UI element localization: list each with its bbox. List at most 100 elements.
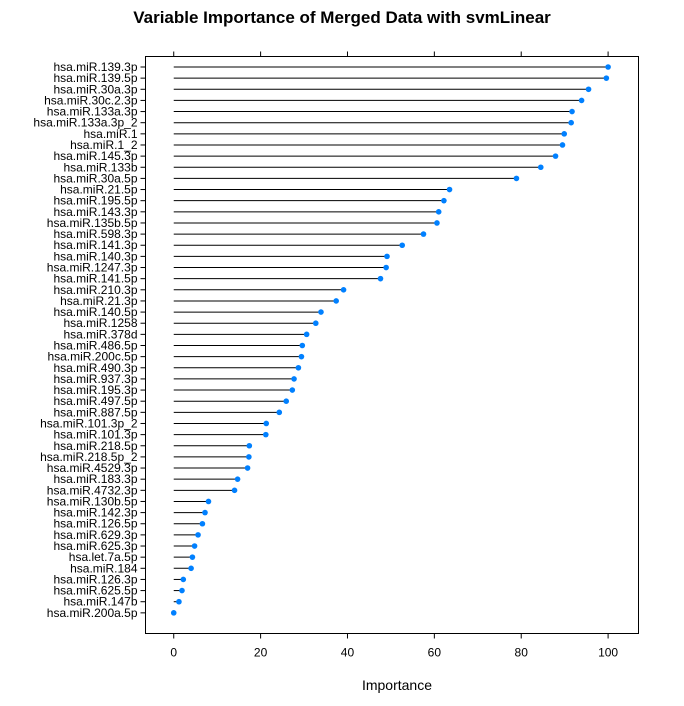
lollipop-point [384,253,390,260]
lollipop-point [340,287,347,293]
y-tick-label: hsa.miR.937.3p [53,372,137,386]
y-tick-labels: hsa.miR.139.3phsa.miR.139.5phsa.miR.30a.… [33,60,146,620]
y-tick-label: hsa.miR.629.3p [53,528,137,542]
y-tick-label: hsa.miR.4529.3p [47,461,138,475]
lollipop-point [231,487,238,494]
y-tick-label: hsa.miR.486.5p [53,339,137,353]
lollipop-point [263,420,270,427]
lollipop-point [568,119,574,126]
y-tick-label: hsa.miR.30a.5p [53,171,137,185]
y-tick-label: hsa.miR.21.5p [60,183,138,197]
y-tick-label: hsa.miR.184 [70,561,138,575]
y-tick-label: hsa.miR.1 [83,127,137,141]
lollipop-point [383,264,389,271]
y-tick-label: hsa.miR.378d [63,327,137,341]
y-tick-label: hsa.miR.625.3p [53,539,137,553]
y-tick-label: hsa.miR.130b.5p [47,494,138,508]
lollipop-point [333,298,339,304]
lollipop-point [312,320,319,327]
y-tick-label: hsa.miR.30a.3p [53,82,137,96]
chart-title: Variable Importance of Merged Data with … [133,8,551,27]
x-axis-title: Importance [362,677,432,693]
y-tick-label: hsa.miR.887.5p [53,405,137,419]
lollipop-point [246,442,253,449]
lollipop-point [561,131,568,137]
lollipop-point [276,409,283,416]
y-tick-label: hsa.miR.139.5p [53,71,137,85]
lollipop-point [298,353,305,360]
lollipop-point [176,598,182,605]
y-tick-label: hsa.miR.133b [63,160,137,174]
x-tick-label: 80 [515,646,529,660]
y-tick-label: hsa.miR.145.3p [53,149,137,163]
y-tick-label: hsa.miR.497.5p [53,394,137,408]
y-tick-label: hsa.miR.218.5p [53,439,137,453]
lollipop-point [377,275,384,282]
lollipop-point [180,576,187,583]
y-tick-label: hsa.miR.183.3p [53,472,137,486]
y-tick-label: hsa.miR.1258 [63,316,137,330]
y-tick-label: hsa.miR.21.3p [60,294,138,308]
lollipop-point [513,175,520,182]
y-tick-label: hsa.let.7a.5p [69,550,138,564]
x-tick-label: 60 [428,646,442,660]
y-tick-label: hsa.miR.143.3p [53,205,137,219]
x-tick-label: 0 [170,646,177,660]
y-tick-label: hsa.miR.135b.5p [47,216,138,230]
lollipop-point [191,543,198,549]
lollipop-point [205,498,212,505]
y-tick-label: hsa.miR.1247.3p [47,261,138,275]
lollipop-point [179,587,185,594]
y-tick-label: hsa.miR.101.3p [53,428,137,442]
lollipop-point [552,153,559,159]
lollipop-point [202,509,208,516]
y-tick-label: hsa.miR.195.3p [53,383,137,397]
lollipop-point [585,86,592,93]
y-tick-label: hsa.miR.195.5p [53,194,137,208]
lollipop-point [188,565,194,572]
x-axis: 0 20 40 60 80 100 [170,51,618,660]
x-tick-label: 100 [598,646,618,660]
lollipop-point [318,309,324,315]
y-tick-label: hsa.miR.140.5p [53,305,137,319]
y-tick-label: hsa.miR.126.3p [53,572,137,586]
lollipop-point [420,231,427,237]
y-tick-label: hsa.miR.139.3p [53,60,137,74]
y-tick-label: hsa.miR.30c.2.3p [44,93,138,107]
lollipop-point [603,75,610,81]
lollipop-point [263,431,269,438]
y-tick-label: hsa.miR.218.5p_2 [40,450,138,464]
lollipop-point [303,331,310,338]
lollipop-point [441,197,447,204]
lollipop-point [244,465,251,471]
y-tick-label: hsa.miR.141.3p [53,238,137,252]
lollipop-point [559,142,566,148]
lollipop-point [435,209,442,215]
lollipop-point [569,108,575,115]
y-tick-label: hsa.miR.140.3p [53,249,137,263]
y-tick-label: hsa.miR.126.5p [53,517,137,531]
lollipop-point [446,186,453,193]
y-tick-label: hsa.miR.1_2 [70,138,138,152]
lollipop-point [234,476,241,482]
y-tick-label: hsa.miR.133a.3p_2 [33,116,137,130]
lollipop-point [295,364,302,371]
lollipop-point [434,220,440,226]
lollipop-point [299,342,306,349]
y-tick-label: hsa.miR.133a.3p [47,105,138,119]
y-tick-label: hsa.miR.142.3p [53,506,137,520]
lollipop-point [195,532,201,538]
lollipop-point [537,164,544,171]
y-tick-label: hsa.miR.141.5p [53,272,137,286]
lollipop-point [189,554,196,560]
lollipop-point [170,610,177,616]
points-group [170,64,611,616]
y-tick-label: hsa.miR.625.5p [53,584,137,598]
x-tick-label: 20 [254,646,268,660]
lollipop-point [399,242,406,249]
y-tick-label: hsa.miR.490.3p [53,361,137,375]
lollipop-point [578,97,585,104]
y-tick-label: hsa.miR.200c.5p [47,350,137,364]
lollipop-point [605,64,611,70]
y-tick-label: hsa.miR.4732.3p [47,483,138,497]
